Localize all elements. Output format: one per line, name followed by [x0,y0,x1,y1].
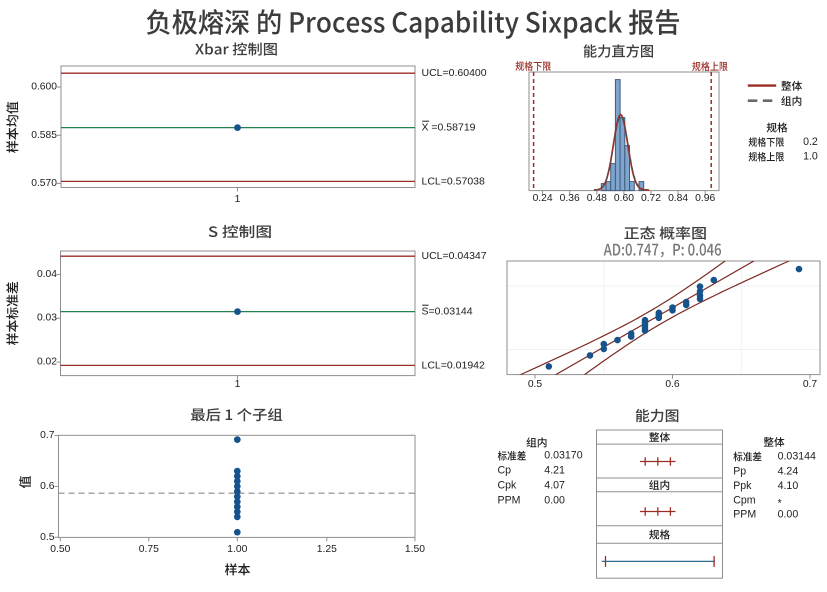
svg-text:0.02: 0.02 [37,357,57,368]
svg-text:LCL=0.57038: LCL=0.57038 [422,175,486,187]
svg-text:UCL=0.60400: UCL=0.60400 [422,67,487,79]
svg-text:0.00: 0.00 [544,495,565,507]
svg-text:Cpk: Cpk [498,480,518,492]
svg-text:1.00: 1.00 [227,544,247,555]
svg-text:4.10: 4.10 [778,480,799,492]
svg-text:0.7: 0.7 [803,379,818,390]
svg-text:0.24: 0.24 [533,193,553,204]
svg-text:0.03144: 0.03144 [778,451,816,463]
svg-text:1.50: 1.50 [405,544,425,555]
svg-text:0.60: 0.60 [614,193,634,204]
svg-text:0.7: 0.7 [40,430,55,441]
svg-text:0.96: 0.96 [695,193,715,204]
svg-text:1.25: 1.25 [317,544,337,555]
svg-text:4.07: 4.07 [544,480,565,492]
svg-text:1: 1 [235,379,241,390]
svg-text:1.0: 1.0 [803,151,818,163]
svg-text:PPM: PPM [498,495,521,507]
svg-text:0.36: 0.36 [560,193,580,204]
svg-text:UCL=0.04347: UCL=0.04347 [422,250,487,262]
svg-text:0.84: 0.84 [668,193,688,204]
svg-text:0.585: 0.585 [31,130,57,141]
svg-text:0.570: 0.570 [31,178,57,189]
svg-text:Cp: Cp [498,465,512,477]
svg-text:1: 1 [235,194,241,205]
svg-text:Cpm: Cpm [733,494,756,506]
svg-text:Ppk: Ppk [733,480,752,492]
svg-text:4.24: 4.24 [778,465,799,477]
svg-text:0.6: 0.6 [665,379,680,390]
svg-text:0.00: 0.00 [778,509,799,521]
svg-text:0.5: 0.5 [528,379,543,390]
svg-text:X =0.58719: X =0.58719 [422,122,476,134]
svg-text:0.50: 0.50 [50,544,70,555]
svg-text:4.21: 4.21 [544,465,565,477]
svg-text:0.03170: 0.03170 [544,450,582,462]
svg-text:S=0.03144: S=0.03144 [422,306,473,318]
svg-text:PPM: PPM [733,509,756,521]
svg-text:0.03: 0.03 [37,313,57,324]
svg-text:0.48: 0.48 [587,193,607,204]
svg-text:Pp: Pp [733,465,746,477]
svg-text:LCL=0.01942: LCL=0.01942 [422,359,486,371]
svg-text:0.600: 0.600 [31,82,57,93]
svg-text:0.5: 0.5 [40,532,55,543]
svg-text:0.72: 0.72 [641,193,661,204]
svg-text:0.2: 0.2 [803,136,818,148]
svg-text:0.6: 0.6 [40,481,55,492]
svg-text:0.04: 0.04 [37,269,57,280]
svg-text:0.75: 0.75 [139,544,159,555]
svg-text:*: * [778,497,782,509]
